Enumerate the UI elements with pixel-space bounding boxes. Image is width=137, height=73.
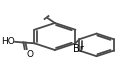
Text: O: O [26, 50, 33, 59]
Text: Br: Br [73, 44, 84, 54]
Text: HO: HO [1, 37, 15, 46]
